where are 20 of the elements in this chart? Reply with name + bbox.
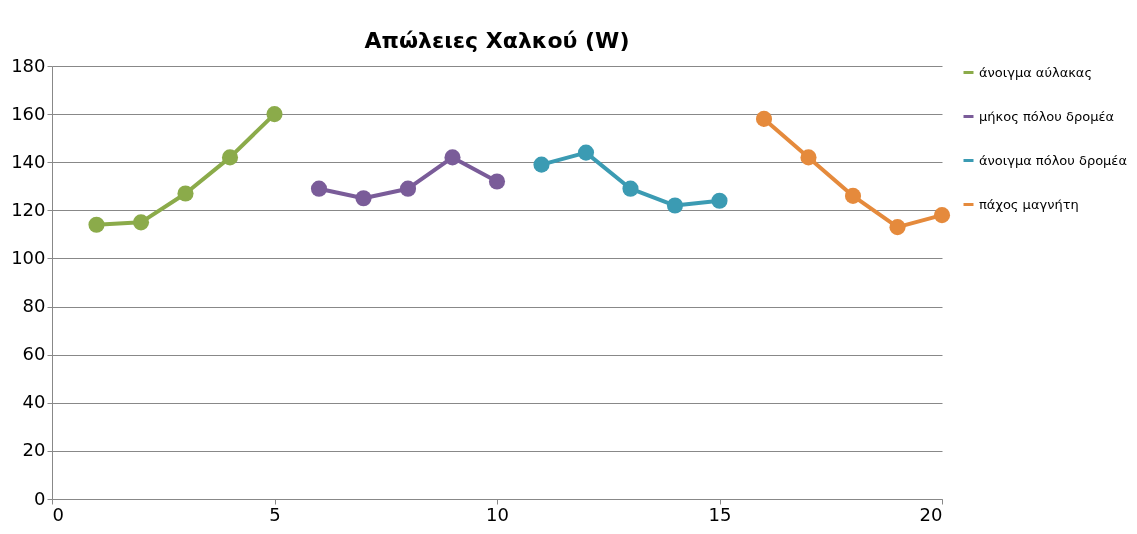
y-tick-label: 120 — [11, 198, 46, 220]
y-tick-label: 160 — [11, 102, 46, 124]
chart-title: Απώλειες Χαλκού (W) — [364, 28, 630, 53]
x-tick-label: 10 — [486, 503, 509, 525]
legend-label: μήκος πόλου δρομέα — [979, 108, 1114, 124]
y-tick-label: 80 — [22, 295, 46, 317]
x-tick-label: 5 — [269, 503, 281, 525]
legend-label: άνοιγμα αύλακας — [979, 64, 1093, 80]
x-tick-label: 15 — [708, 503, 732, 525]
y-tick-label: 0 — [34, 487, 46, 509]
y-tick-label: 60 — [22, 343, 46, 365]
legend-label: άνοιγμα πόλου δρομέα — [979, 152, 1127, 168]
y-tick-label: 140 — [11, 150, 46, 172]
x-tick-label: 0 — [52, 503, 64, 525]
y-tick-label: 100 — [11, 246, 46, 268]
legend-label: πάχος μαγνήτη — [979, 196, 1079, 212]
y-tick-label: 20 — [22, 439, 46, 461]
x-tick-label: 20 — [919, 503, 943, 525]
y-tick-label: 180 — [11, 54, 46, 76]
y-tick-label: 40 — [22, 391, 46, 413]
